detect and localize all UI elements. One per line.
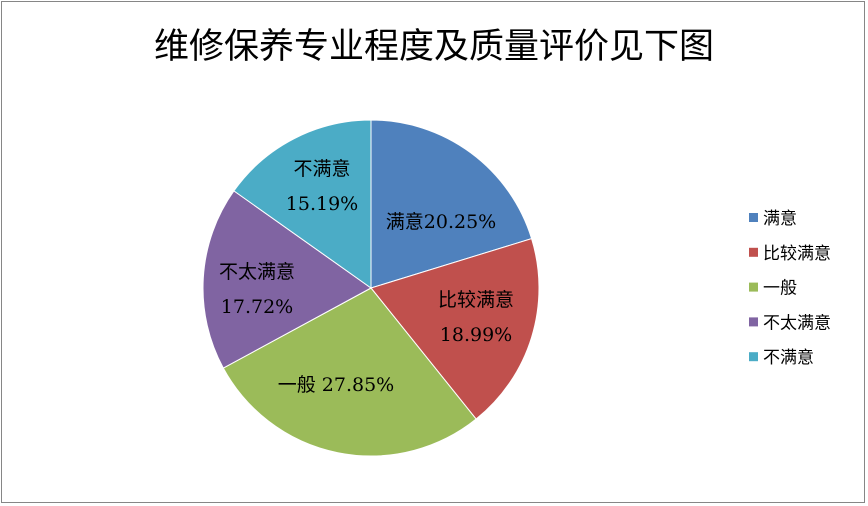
data-label-1: 比较满意 18.99%	[438, 289, 514, 346]
data-label-4: 不满意 15.19%	[286, 158, 358, 215]
legend-label-0: 满意	[763, 209, 797, 229]
legend-swatch-1	[749, 247, 758, 257]
data-label-0: 满意20.25%	[386, 211, 496, 233]
legend-label-1: 比较满意	[763, 244, 831, 264]
pie-slice-3	[202, 190, 372, 369]
data-label-3: 不太满意 17.72%	[219, 261, 295, 318]
pie-slice-4	[233, 119, 372, 289]
data-label-2: 一般 27.85%	[278, 374, 395, 396]
pie-slice-2	[222, 287, 477, 457]
legend-label-4: 不满意	[763, 348, 814, 368]
legend-label-2: 一般	[763, 279, 797, 299]
pie-slice-0	[370, 119, 533, 289]
chart-title: 维修保养专业程度及质量评价见下图	[153, 27, 714, 67]
legend-label-3: 不太满意	[763, 313, 831, 333]
pie-slice-1	[370, 237, 540, 420]
legend-swatch-3	[749, 317, 758, 327]
legend-swatch-2	[749, 282, 758, 292]
legend-swatch-0	[749, 213, 758, 222]
legend-swatch-4	[749, 352, 758, 362]
